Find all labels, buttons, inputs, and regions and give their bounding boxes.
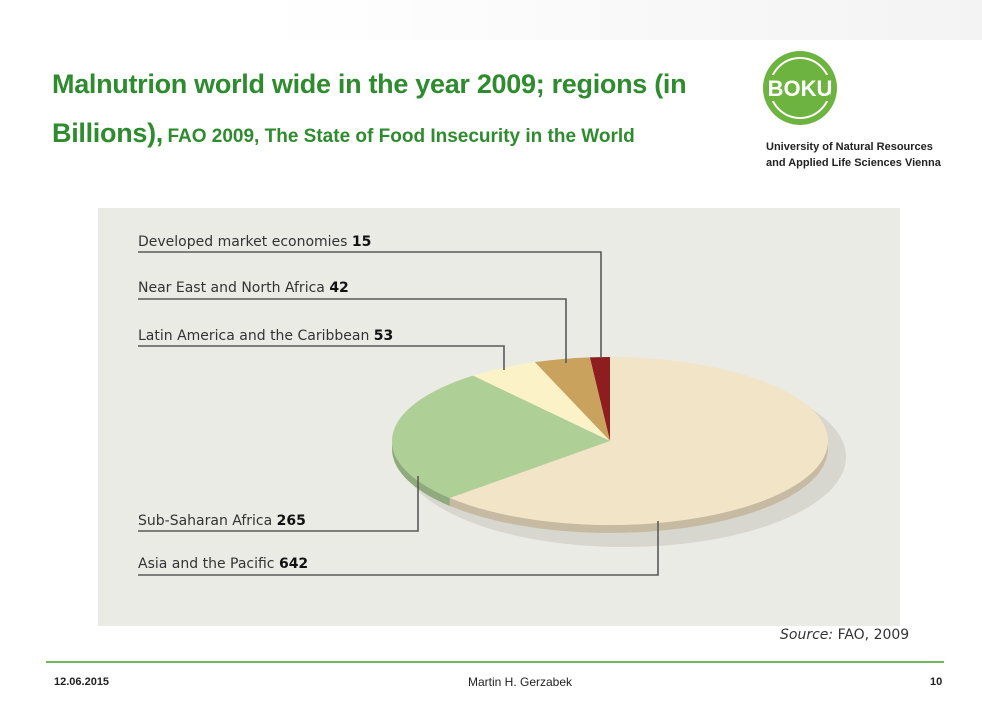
leader-line-2 <box>138 345 505 370</box>
pie-slice-3 <box>392 375 610 499</box>
university-name: University of Natural Resources and Appl… <box>766 139 976 171</box>
leader-line-3 <box>138 476 419 532</box>
value-latin-america: 53 <box>373 328 394 344</box>
title-sub: FAO 2009, The State of Food Insecurity i… <box>167 126 635 147</box>
boku-logo: BOKU <box>763 51 837 125</box>
legend-label-latin-america: Latin America and the Caribbean 53 <box>138 328 394 344</box>
title-main: Malnutrion world wide in the year 2009; … <box>52 69 687 148</box>
source-note: Source: FAO, 2009 <box>780 627 909 643</box>
slide-title: Malnutrion world wide in the year 2009; … <box>52 62 742 160</box>
value-asia-pacific: 642 <box>278 556 309 572</box>
value-sub-saharan: 265 <box>276 513 306 529</box>
pie-side-4 <box>449 442 828 533</box>
legend-label-asia-pacific: Asia and the Pacific 642 <box>138 556 309 572</box>
footer-page-number: 10 <box>930 676 943 688</box>
legend-label-near-east: Near East and North Africa 42 <box>138 280 349 296</box>
footer-author: Martin H. Gerzabek <box>468 675 573 689</box>
legend-label-sub-saharan: Sub-Saharan Africa 265 <box>138 513 306 529</box>
footer-divider <box>46 661 944 663</box>
logo-text: BOKU <box>768 76 833 101</box>
pie-side-3 <box>392 441 450 507</box>
footer-date: 12.06.2015 <box>54 676 110 688</box>
university-line-1: University of Natural Resources <box>766 141 933 153</box>
university-line-2: and Applied Life Sciences Vienna <box>766 157 941 169</box>
source-prefix: Source: <box>780 627 834 643</box>
header-band <box>270 0 982 40</box>
pie-slice-1 <box>534 357 610 441</box>
legend-label-developed: Developed market economies 15 <box>138 234 372 250</box>
leader-line-0 <box>138 251 602 358</box>
pie-slice-0 <box>589 357 610 441</box>
value-developed: 15 <box>351 234 372 250</box>
leader-line-4 <box>138 521 659 576</box>
source-text: FAO, 2009 <box>837 627 910 643</box>
pie-slice-2 <box>472 362 610 441</box>
pie-slice-4 <box>449 357 828 525</box>
chart-panel: Developed market economies 15 Near East … <box>98 208 900 626</box>
leader-line-1 <box>138 298 567 363</box>
value-near-east: 42 <box>329 280 349 296</box>
pie-chart <box>138 251 846 576</box>
